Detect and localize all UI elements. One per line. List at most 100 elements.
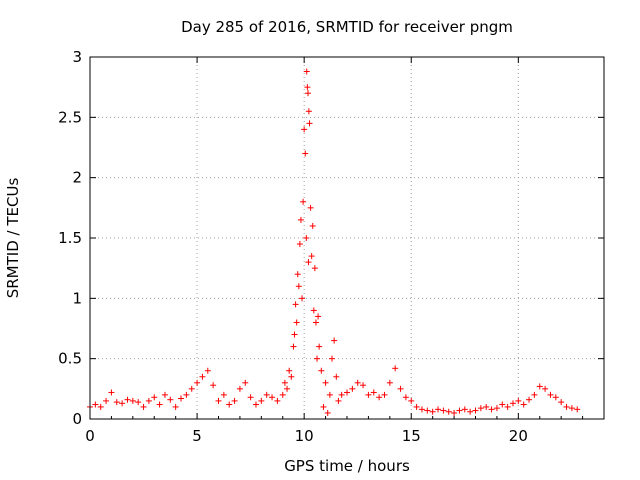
y-tick-label: 2.5 bbox=[58, 108, 82, 126]
data-point bbox=[397, 385, 404, 392]
data-point bbox=[279, 391, 286, 398]
data-point bbox=[305, 259, 312, 266]
data-point bbox=[526, 396, 533, 403]
data-point bbox=[531, 391, 538, 398]
data-point bbox=[172, 403, 179, 410]
y-tick-label: 0 bbox=[72, 410, 82, 428]
data-point bbox=[360, 382, 367, 389]
data-point bbox=[568, 405, 575, 412]
data-point bbox=[376, 394, 383, 401]
data-point bbox=[558, 399, 565, 406]
data-point bbox=[451, 409, 458, 416]
data-point bbox=[381, 391, 388, 398]
data-point bbox=[515, 397, 522, 404]
data-point bbox=[440, 407, 447, 414]
data-point bbox=[161, 391, 168, 398]
x-tick-label: 10 bbox=[295, 427, 314, 445]
y-tick-label: 0.5 bbox=[58, 350, 82, 368]
data-point bbox=[124, 396, 131, 403]
data-point bbox=[504, 403, 511, 410]
data-point bbox=[269, 394, 276, 401]
data-point bbox=[552, 394, 559, 401]
plot-frame bbox=[89, 56, 605, 420]
data-point bbox=[300, 198, 307, 205]
data-point bbox=[301, 126, 308, 133]
data-point bbox=[467, 408, 474, 415]
data-point bbox=[305, 108, 312, 115]
data-point bbox=[286, 367, 293, 374]
data-point bbox=[288, 373, 295, 380]
data-point bbox=[210, 382, 217, 389]
data-point bbox=[151, 394, 158, 401]
data-point bbox=[316, 343, 323, 350]
data-point bbox=[408, 397, 415, 404]
data-point bbox=[303, 68, 310, 75]
data-point bbox=[338, 391, 345, 398]
data-point bbox=[322, 379, 329, 386]
chart-title: Day 285 of 2016, SRMTID for receiver png… bbox=[181, 18, 513, 36]
data-point bbox=[188, 385, 195, 392]
data-point bbox=[178, 395, 185, 402]
data-point bbox=[242, 379, 249, 386]
data-point bbox=[284, 385, 291, 392]
data-point bbox=[199, 373, 206, 380]
data-point bbox=[140, 403, 147, 410]
data-point bbox=[563, 403, 570, 410]
data-point bbox=[167, 396, 174, 403]
data-point bbox=[119, 400, 126, 407]
data-point bbox=[536, 383, 543, 390]
data-point bbox=[296, 241, 303, 248]
data-point bbox=[292, 301, 299, 308]
data-point bbox=[303, 235, 310, 241]
data-point bbox=[291, 331, 298, 338]
data-point bbox=[318, 367, 325, 374]
data-point bbox=[194, 379, 201, 386]
data-point bbox=[329, 355, 336, 362]
data-point bbox=[488, 406, 495, 413]
data-point bbox=[499, 401, 506, 408]
data-point bbox=[304, 84, 311, 91]
data-point bbox=[574, 406, 581, 413]
data-point bbox=[145, 397, 152, 404]
data-point bbox=[129, 397, 136, 404]
data-point bbox=[204, 367, 211, 374]
data-point bbox=[299, 295, 306, 302]
data-point bbox=[103, 397, 110, 404]
data-point bbox=[315, 313, 322, 320]
data-point bbox=[302, 150, 309, 157]
data-point bbox=[311, 265, 318, 272]
data-point bbox=[97, 403, 104, 410]
data-point bbox=[108, 389, 115, 396]
data-point bbox=[547, 391, 554, 398]
data-point bbox=[258, 397, 265, 404]
data-point bbox=[542, 385, 549, 392]
data-point bbox=[386, 379, 393, 386]
data-point bbox=[326, 391, 333, 398]
data-point bbox=[113, 399, 120, 406]
data-point bbox=[493, 405, 500, 412]
points-layer bbox=[87, 68, 581, 416]
data-point bbox=[324, 409, 331, 416]
data-point bbox=[220, 391, 227, 398]
data-point bbox=[135, 399, 142, 406]
data-point bbox=[231, 397, 238, 404]
x-tick-label: 0 bbox=[85, 427, 95, 445]
y-tick-label: 1.5 bbox=[58, 229, 82, 247]
data-point bbox=[456, 407, 463, 414]
data-point bbox=[309, 222, 316, 229]
data-point bbox=[402, 394, 409, 401]
data-point bbox=[307, 204, 314, 211]
data-point bbox=[509, 400, 516, 407]
data-point bbox=[274, 397, 281, 404]
data-point bbox=[314, 355, 321, 362]
data-point bbox=[413, 403, 420, 410]
data-point bbox=[333, 373, 340, 380]
data-point bbox=[247, 394, 254, 401]
data-point bbox=[293, 319, 300, 326]
data-point bbox=[297, 216, 304, 223]
data-point bbox=[477, 405, 484, 412]
data-point bbox=[294, 271, 301, 278]
data-point bbox=[354, 379, 361, 386]
